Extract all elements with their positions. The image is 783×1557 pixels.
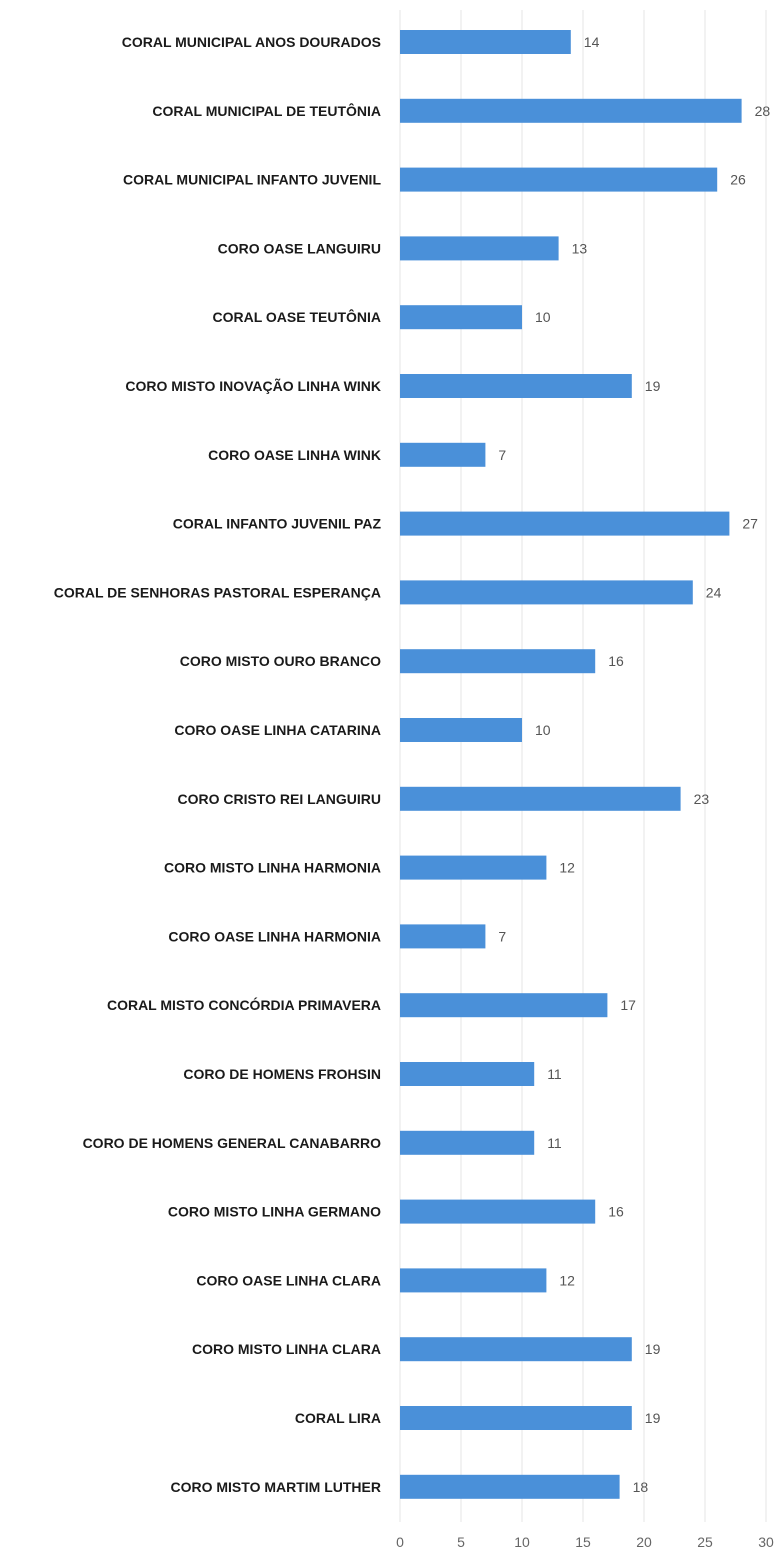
category-label: CORO MISTO LINHA GERMANO	[168, 1204, 381, 1220]
bar	[400, 1474, 620, 1499]
bar	[400, 1199, 596, 1224]
category-label: CORO OASE LINHA CLARA	[196, 1272, 381, 1288]
value-label: 23	[694, 791, 710, 807]
category-label: CORO OASE LINHA HARMONIA	[168, 928, 381, 944]
category-label: CORO MISTO MARTIM LUTHER	[170, 1479, 381, 1495]
category-label: CORO DE HOMENS FROHSIN	[183, 1066, 381, 1082]
value-label: 17	[620, 997, 636, 1013]
x-tick-label: 20	[636, 1534, 652, 1550]
value-labels: 14 28 26 13 10 19 7 27 24 16 10 23 12 7 17 11 11 16 12 19 19…	[498, 34, 770, 1495]
bar	[400, 1337, 632, 1362]
category-label: CORO MISTO OURO BRANCO	[180, 653, 381, 669]
bar	[400, 511, 730, 536]
x-tick-label: 30	[758, 1534, 774, 1550]
category-label: CORAL MUNICIPAL INFANTO JUVENIL	[123, 172, 381, 188]
x-tick-label: 15	[575, 1534, 591, 1550]
category-label: CORAL INFANTO JUVENIL PAZ	[173, 516, 382, 532]
x-axis-ticks: 0 5 10 15 20 25 30	[396, 1534, 774, 1550]
category-label: CORAL DE SENHORAS PASTORAL ESPERANÇA	[54, 584, 381, 600]
bar	[400, 98, 742, 123]
value-label: 7	[498, 447, 506, 463]
value-label: 12	[559, 1272, 575, 1288]
bar	[400, 1062, 535, 1086]
bar	[400, 580, 693, 605]
value-label: 26	[730, 172, 746, 188]
category-label: CORAL OASE TEUTÔNIA	[212, 308, 381, 325]
value-label: 27	[742, 516, 758, 532]
category-label: CORO OASE LINHA WINK	[208, 447, 381, 463]
value-label: 16	[608, 1204, 624, 1220]
value-label: 14	[584, 34, 600, 50]
category-labels: CORAL MUNICIPAL ANOS DOURADOS CORAL MUNIC…	[54, 34, 382, 1495]
category-label: CORO CRISTO REI LANGUIRU	[177, 791, 381, 807]
bar	[400, 236, 559, 261]
bar	[400, 786, 681, 811]
category-label: CORO MISTO LINHA HARMONIA	[164, 860, 381, 876]
bar	[400, 374, 632, 398]
category-label: CORO MISTO LINHA CLARA	[192, 1341, 381, 1357]
bar	[400, 167, 718, 192]
category-label: CORAL MUNICIPAL DE TEUTÔNIA	[152, 102, 381, 119]
bar	[400, 1130, 535, 1155]
bar	[400, 649, 596, 674]
value-label: 19	[645, 378, 661, 394]
value-label: 10	[535, 309, 551, 325]
x-tick-label: 25	[697, 1534, 713, 1550]
bar	[400, 718, 522, 742]
value-label: 18	[633, 1479, 649, 1495]
value-label: 16	[608, 653, 624, 669]
x-tick-label: 0	[396, 1534, 404, 1550]
category-label: CORO DE HOMENS GENERAL CANABARRO	[83, 1135, 382, 1151]
value-label: 11	[547, 1066, 562, 1082]
category-label: CORO OASE LANGUIRU	[218, 240, 381, 256]
bar	[400, 1268, 547, 1293]
value-label: 11	[547, 1135, 562, 1151]
value-label: 28	[755, 103, 771, 119]
grid-lines	[399, 10, 767, 1522]
value-label: 13	[572, 240, 588, 256]
x-tick-label: 5	[457, 1534, 465, 1550]
bar	[400, 442, 486, 467]
x-tick-label: 10	[514, 1534, 530, 1550]
category-label: CORO MISTO INOVAÇÃO LINHA WINK	[125, 377, 381, 394]
bar	[400, 305, 522, 330]
category-label: CORAL MISTO CONCÓRDIA PRIMAVERA	[107, 996, 381, 1013]
category-label: CORAL LIRA	[295, 1410, 381, 1426]
value-label: 7	[498, 928, 506, 944]
bar	[400, 993, 608, 1018]
category-label: CORAL MUNICIPAL ANOS DOURADOS	[122, 34, 381, 50]
bar	[400, 855, 547, 880]
value-label: 19	[645, 1410, 661, 1426]
value-label: 10	[535, 722, 551, 738]
value-label: 12	[559, 860, 575, 876]
value-label: 24	[706, 584, 722, 600]
bar	[400, 30, 571, 54]
bar	[400, 924, 486, 949]
value-label: 19	[645, 1341, 661, 1357]
category-label: CORO OASE LINHA CATARINA	[174, 722, 381, 738]
bars	[400, 30, 742, 1499]
bar	[400, 1406, 632, 1430]
